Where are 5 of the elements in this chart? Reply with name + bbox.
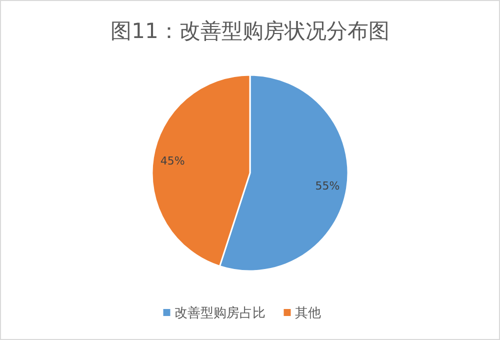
data-label: 45% xyxy=(160,154,185,168)
legend-label: 改善型购房占比 xyxy=(174,305,266,321)
legend-label: 其他 xyxy=(294,306,321,321)
data-label: 55% xyxy=(315,179,340,192)
chart-title: 图11：改善型购房状况分布图 xyxy=(110,19,390,43)
